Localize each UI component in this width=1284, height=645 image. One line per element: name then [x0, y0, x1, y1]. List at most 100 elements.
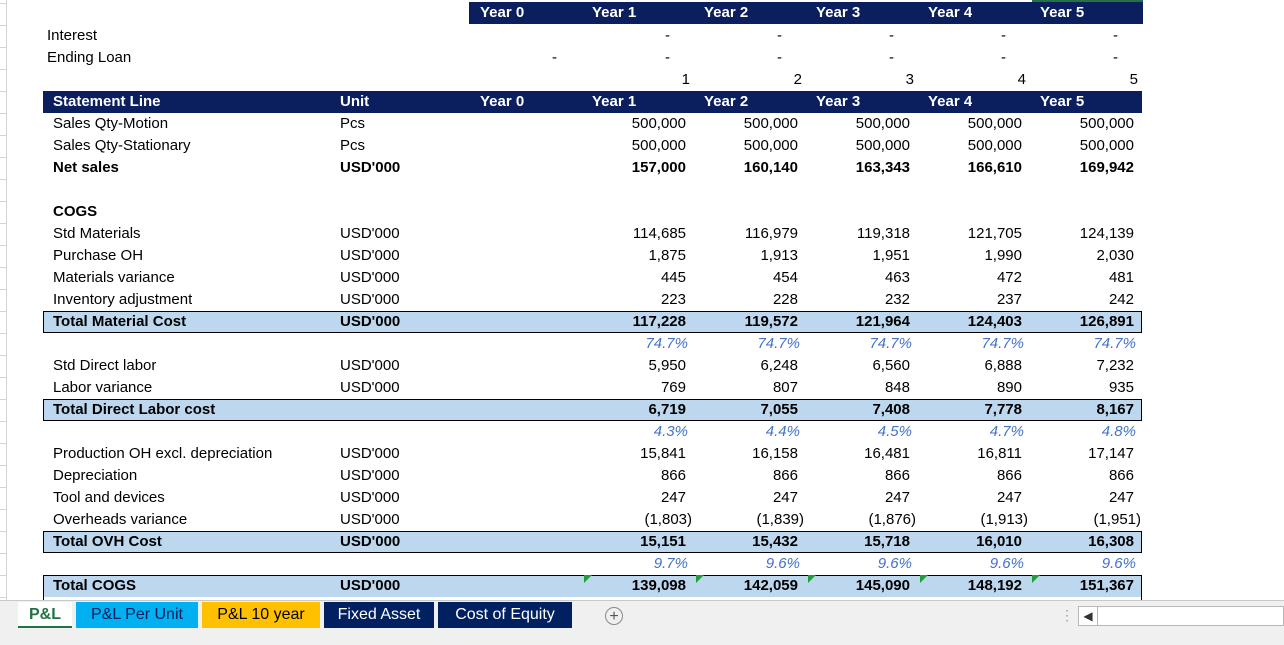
tab-cost-of-equity[interactable]: Cost of Equity	[438, 602, 572, 628]
tab-pl[interactable]: P&L	[18, 602, 72, 628]
tab-pl-per-unit[interactable]: P&L Per Unit	[76, 602, 198, 628]
pct-row[interactable]: 4.3% 4.4% 4.5% 4.7% 4.8%	[0, 421, 1284, 443]
cell-y1: 223	[660, 291, 686, 308]
header-year-0: Year 0	[480, 93, 525, 110]
total-ovh-row[interactable]: Total OVH Cost USD'000 15,151 15,432 15,…	[0, 531, 1284, 553]
cell-y5: 169,942	[1079, 159, 1134, 176]
interest-row[interactable]: Interest - - - - -	[0, 25, 1284, 47]
tab-fixed-asset[interactable]: Fixed Asset	[324, 602, 434, 628]
table-row[interactable]: Std Direct labor USD'000 5,950 6,248 6,5…	[0, 355, 1284, 377]
table-row[interactable]: Depreciation USD'000 866 866 866 866 866	[0, 465, 1284, 487]
header-year-1: Year 1	[592, 93, 637, 110]
cell-y2: 15,432	[752, 533, 798, 550]
cell-y3: -	[889, 27, 894, 44]
row-gridline	[0, 399, 6, 400]
error-indicator[interactable]	[808, 575, 816, 583]
total-labor-row[interactable]: Total Direct Labor cost 6,719 7,055 7,40…	[0, 399, 1284, 421]
top-header-accent	[1032, 0, 1143, 2]
cell-y1: 866	[660, 467, 686, 484]
table-row[interactable]: Overheads variance USD'000 (1,803) (1,83…	[0, 509, 1284, 531]
error-indicator[interactable]	[696, 575, 704, 583]
ending-loan-row[interactable]: Ending Loan - - - - - -	[0, 47, 1284, 69]
cell-y1: 139,098	[631, 577, 686, 594]
cell-y3: 163,343	[855, 159, 910, 176]
cell-y4: (1,913)	[980, 511, 1028, 528]
row-gridline	[0, 421, 6, 422]
pct-y4: 74.7%	[981, 335, 1024, 352]
cell-y2: 500,000	[743, 137, 798, 154]
top-year-1: Year 1	[592, 4, 637, 21]
table-row[interactable]: Labor variance USD'000 769 807 848 890 9…	[0, 377, 1284, 399]
row-gridline	[0, 47, 6, 48]
top-year-2: Year 2	[704, 4, 749, 21]
horizontal-scrollbar[interactable]	[1098, 606, 1284, 626]
row-unit: USD'000	[340, 357, 400, 374]
cell-y4: 124,403	[967, 313, 1022, 330]
cell-y2: 142,059	[743, 577, 798, 594]
cell-y1: -	[665, 27, 670, 44]
row-label: Materials variance	[53, 269, 175, 286]
table-row[interactable]: Tool and devices USD'000 247 247 247 247…	[0, 487, 1284, 509]
cell-y4: 500,000	[967, 137, 1022, 154]
cell-y4: -	[1001, 49, 1006, 66]
index-row[interactable]: 1 2 3 4 5	[0, 69, 1284, 91]
cell-y3: 500,000	[855, 115, 910, 132]
table-row[interactable]: Inventory adjustment USD'000 223 228 232…	[0, 289, 1284, 311]
row-unit: USD'000	[340, 511, 400, 528]
cogs-section-row[interactable]: COGS	[0, 201, 1284, 223]
cell-y5: -	[1113, 27, 1118, 44]
table-row[interactable]: Purchase OH USD'000 1,875 1,913 1,951 1,…	[0, 245, 1284, 267]
cell-y3: 6,560	[872, 357, 910, 374]
cell-y0: -	[552, 49, 557, 66]
cell-y3: 7,408	[872, 401, 910, 418]
total-material-row[interactable]: Total Material Cost USD'000 117,228 119,…	[0, 311, 1284, 333]
row-unit: USD'000	[340, 225, 400, 242]
table-row[interactable]: Materials variance USD'000 445 454 463 4…	[0, 267, 1284, 289]
error-indicator[interactable]	[584, 575, 592, 583]
cell-y2: 807	[772, 379, 798, 396]
pct-row[interactable]: 74.7% 74.7% 74.7% 74.7% 74.7%	[0, 333, 1284, 355]
cogs-title: COGS	[53, 203, 98, 220]
cell-y2: 16,158	[752, 445, 798, 462]
table-row[interactable]: Sales Qty-Stationary Pcs 500,000 500,000…	[0, 135, 1284, 157]
index-4: 4	[1017, 71, 1026, 88]
table-row[interactable]: Production OH excl. depreciation USD'000…	[0, 443, 1284, 465]
row-unit: USD'000	[340, 577, 401, 594]
total-cogs-row[interactable]: Total COGS USD'000 139,098 142,059 145,0…	[0, 575, 1284, 597]
row-gridline	[0, 289, 6, 290]
table-row[interactable]: Std Materials USD'000 114,685 116,979 11…	[0, 223, 1284, 245]
cell-y4: 166,610	[967, 159, 1022, 176]
error-indicator[interactable]	[920, 575, 928, 583]
header-statement-line: Statement Line	[53, 93, 161, 110]
top-year-header: Year 0 Year 1 Year 2 Year 3 Year 4 Year …	[469, 2, 1143, 24]
table-row[interactable]: Sales Qty-Motion Pcs 500,000 500,000 500…	[0, 113, 1284, 135]
cell-y2: 6,248	[760, 357, 798, 374]
cell-y5: 151,367	[1079, 577, 1134, 594]
row-unit: USD'000	[340, 159, 401, 176]
row-label: Inventory adjustment	[53, 291, 193, 308]
spreadsheet-grid[interactable]: Year 0 Year 1 Year 2 Year 3 Year 4 Year …	[0, 0, 1284, 600]
cell-y1: 15,151	[640, 533, 686, 550]
row-label: Overheads variance	[53, 511, 188, 528]
row-unit: USD'000	[340, 467, 400, 484]
cell-y1: 117,228	[632, 313, 686, 330]
row-gridline	[0, 223, 6, 224]
tab-splitter-icon[interactable]: ⋮	[1060, 607, 1074, 623]
net-sales-row[interactable]: Net sales USD'000 157,000 160,140 163,34…	[0, 157, 1284, 179]
row-label: Tool and devices	[53, 489, 165, 506]
cell-y2: 247	[772, 489, 798, 506]
header-year-5: Year 5	[1040, 93, 1085, 110]
tab-pl-10-year[interactable]: P&L 10 year	[202, 602, 320, 628]
cell-y1: 6,719	[648, 401, 686, 418]
pct-y4: 4.7%	[989, 423, 1024, 440]
row-gridline	[0, 487, 6, 488]
pct-y3: 4.5%	[877, 423, 912, 440]
scroll-left-icon[interactable]: ◀	[1078, 606, 1098, 626]
row-gridline	[0, 135, 6, 136]
row-unit: USD'000	[340, 291, 400, 308]
add-sheet-icon[interactable]: +	[605, 607, 623, 625]
error-indicator[interactable]	[1032, 575, 1040, 583]
pct-row[interactable]: 9.7% 9.6% 9.6% 9.6% 9.6%	[0, 553, 1284, 575]
cell-y1: 114,685	[632, 225, 686, 242]
cell-y4: 6,888	[984, 357, 1022, 374]
